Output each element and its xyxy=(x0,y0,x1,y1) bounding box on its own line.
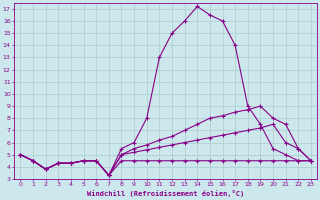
X-axis label: Windchill (Refroidissement éolien,°C): Windchill (Refroidissement éolien,°C) xyxy=(87,190,244,197)
